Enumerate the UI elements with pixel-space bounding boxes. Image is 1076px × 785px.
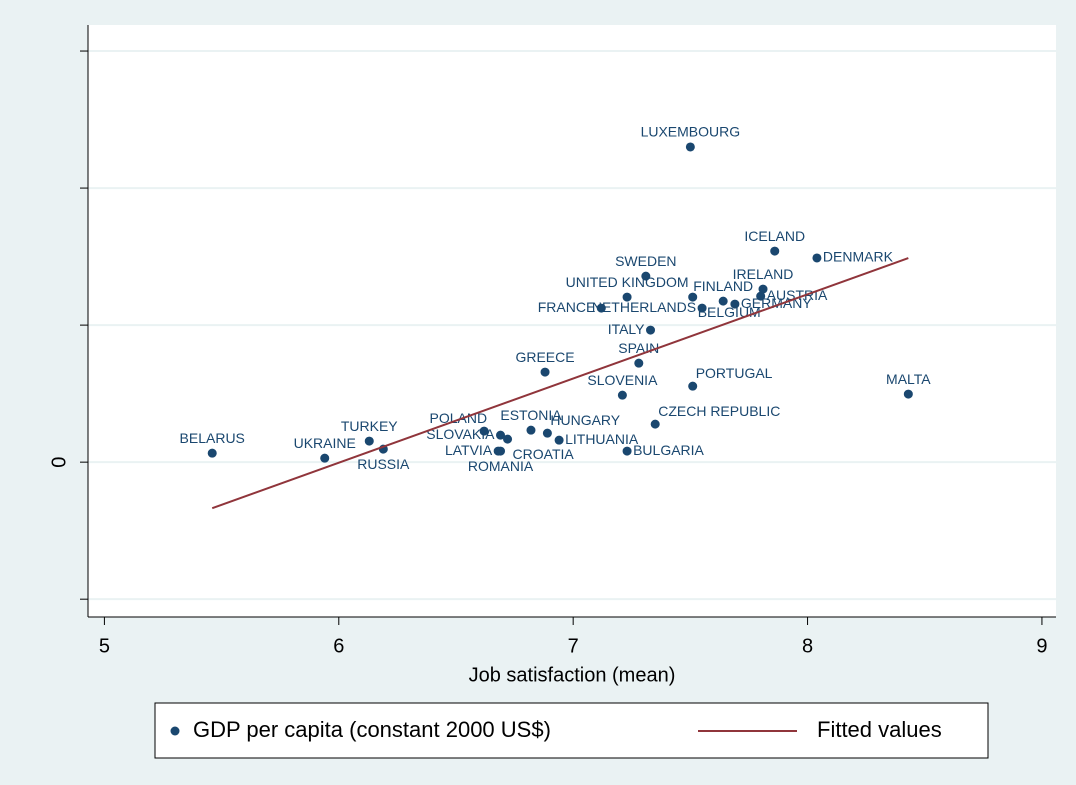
x-tick-label: 8 — [802, 635, 813, 657]
point — [718, 296, 728, 306]
plot-area — [88, 25, 1056, 617]
point — [685, 142, 695, 152]
point-label: HUNGARY — [550, 412, 620, 428]
point-label: MALTA — [886, 371, 931, 387]
point-label: FRANCE — [538, 299, 596, 315]
point-label: TURKEY — [341, 418, 398, 434]
x-tick-label: 5 — [99, 635, 110, 657]
point — [688, 381, 698, 391]
point — [770, 246, 780, 256]
point — [542, 428, 552, 438]
x-axis-title: Job satisfaction (mean) — [469, 664, 676, 686]
point-label: AUSTRIA — [767, 287, 828, 303]
point — [650, 419, 660, 429]
point-label: ESTONIA — [500, 407, 562, 423]
point — [364, 436, 374, 446]
point — [903, 389, 913, 399]
point-label: RUSSIA — [357, 456, 410, 472]
point — [622, 292, 632, 302]
point — [758, 284, 768, 294]
point — [596, 303, 606, 313]
point — [730, 299, 740, 309]
x-tick-label: 6 — [333, 635, 344, 657]
point — [646, 325, 656, 335]
point-label: PORTUGAL — [696, 365, 773, 381]
point-label: BELARUS — [180, 430, 245, 446]
point — [641, 271, 651, 281]
point — [479, 426, 489, 436]
x-tick-label: 9 — [1036, 635, 1047, 657]
point-label: SPAIN — [618, 340, 659, 356]
point — [496, 430, 506, 440]
point — [540, 367, 550, 377]
point-label: FINLAND — [693, 278, 753, 294]
point — [554, 435, 564, 445]
point-label: CROATIA — [513, 446, 575, 462]
point — [756, 291, 766, 301]
point-label: UNITED KINGDOM — [566, 274, 689, 290]
point-label: ROMANIA — [468, 458, 534, 474]
point — [207, 448, 217, 458]
point-label: UKRAINE — [294, 435, 356, 451]
legend-marker — [170, 726, 180, 736]
legend — [154, 702, 989, 759]
point — [688, 292, 698, 302]
point-label: SLOVENIA — [587, 372, 658, 388]
marks: LUXEMBOURG ICELAND DENMARK SWEDEN IRELAND AUS… — [180, 124, 931, 510]
point — [812, 253, 822, 263]
legend-label: GDP per capita (constant 2000 US$) — [193, 717, 551, 742]
point-label: BULGARIA — [633, 442, 704, 458]
point — [622, 446, 632, 456]
y-tick-label: 0 — [48, 457, 70, 468]
point — [526, 425, 536, 435]
legend-label: Fitted values — [817, 717, 942, 742]
point-label: SLOVAKIA — [426, 426, 495, 442]
point-label: CZECH REPUBLIC — [658, 403, 780, 419]
point-label: GREECE — [515, 349, 574, 365]
point — [697, 303, 707, 313]
point — [503, 434, 513, 444]
point — [320, 453, 330, 463]
point — [634, 358, 644, 368]
point — [617, 390, 627, 400]
grid: 0 5 6 7 8 9 — [48, 50, 1056, 657]
x-tick-label: 7 — [568, 635, 579, 657]
point-label: SWEDEN — [615, 253, 676, 269]
point-label: LATVIA — [445, 442, 493, 458]
legend-items: GDP per capita (constant 2000 US$) Fitted… — [170, 717, 942, 742]
point-label: ICELAND — [744, 228, 805, 244]
point-label: LITHUANIA — [565, 431, 639, 447]
point — [496, 446, 506, 456]
point-label: LUXEMBOURG — [641, 124, 741, 140]
fit-line — [211, 257, 909, 510]
point-label: DENMARK — [823, 249, 894, 265]
point-label: IRELAND — [733, 266, 794, 282]
point-label: NETHERLANDS — [592, 299, 696, 315]
point-label: ITALY — [608, 321, 645, 337]
